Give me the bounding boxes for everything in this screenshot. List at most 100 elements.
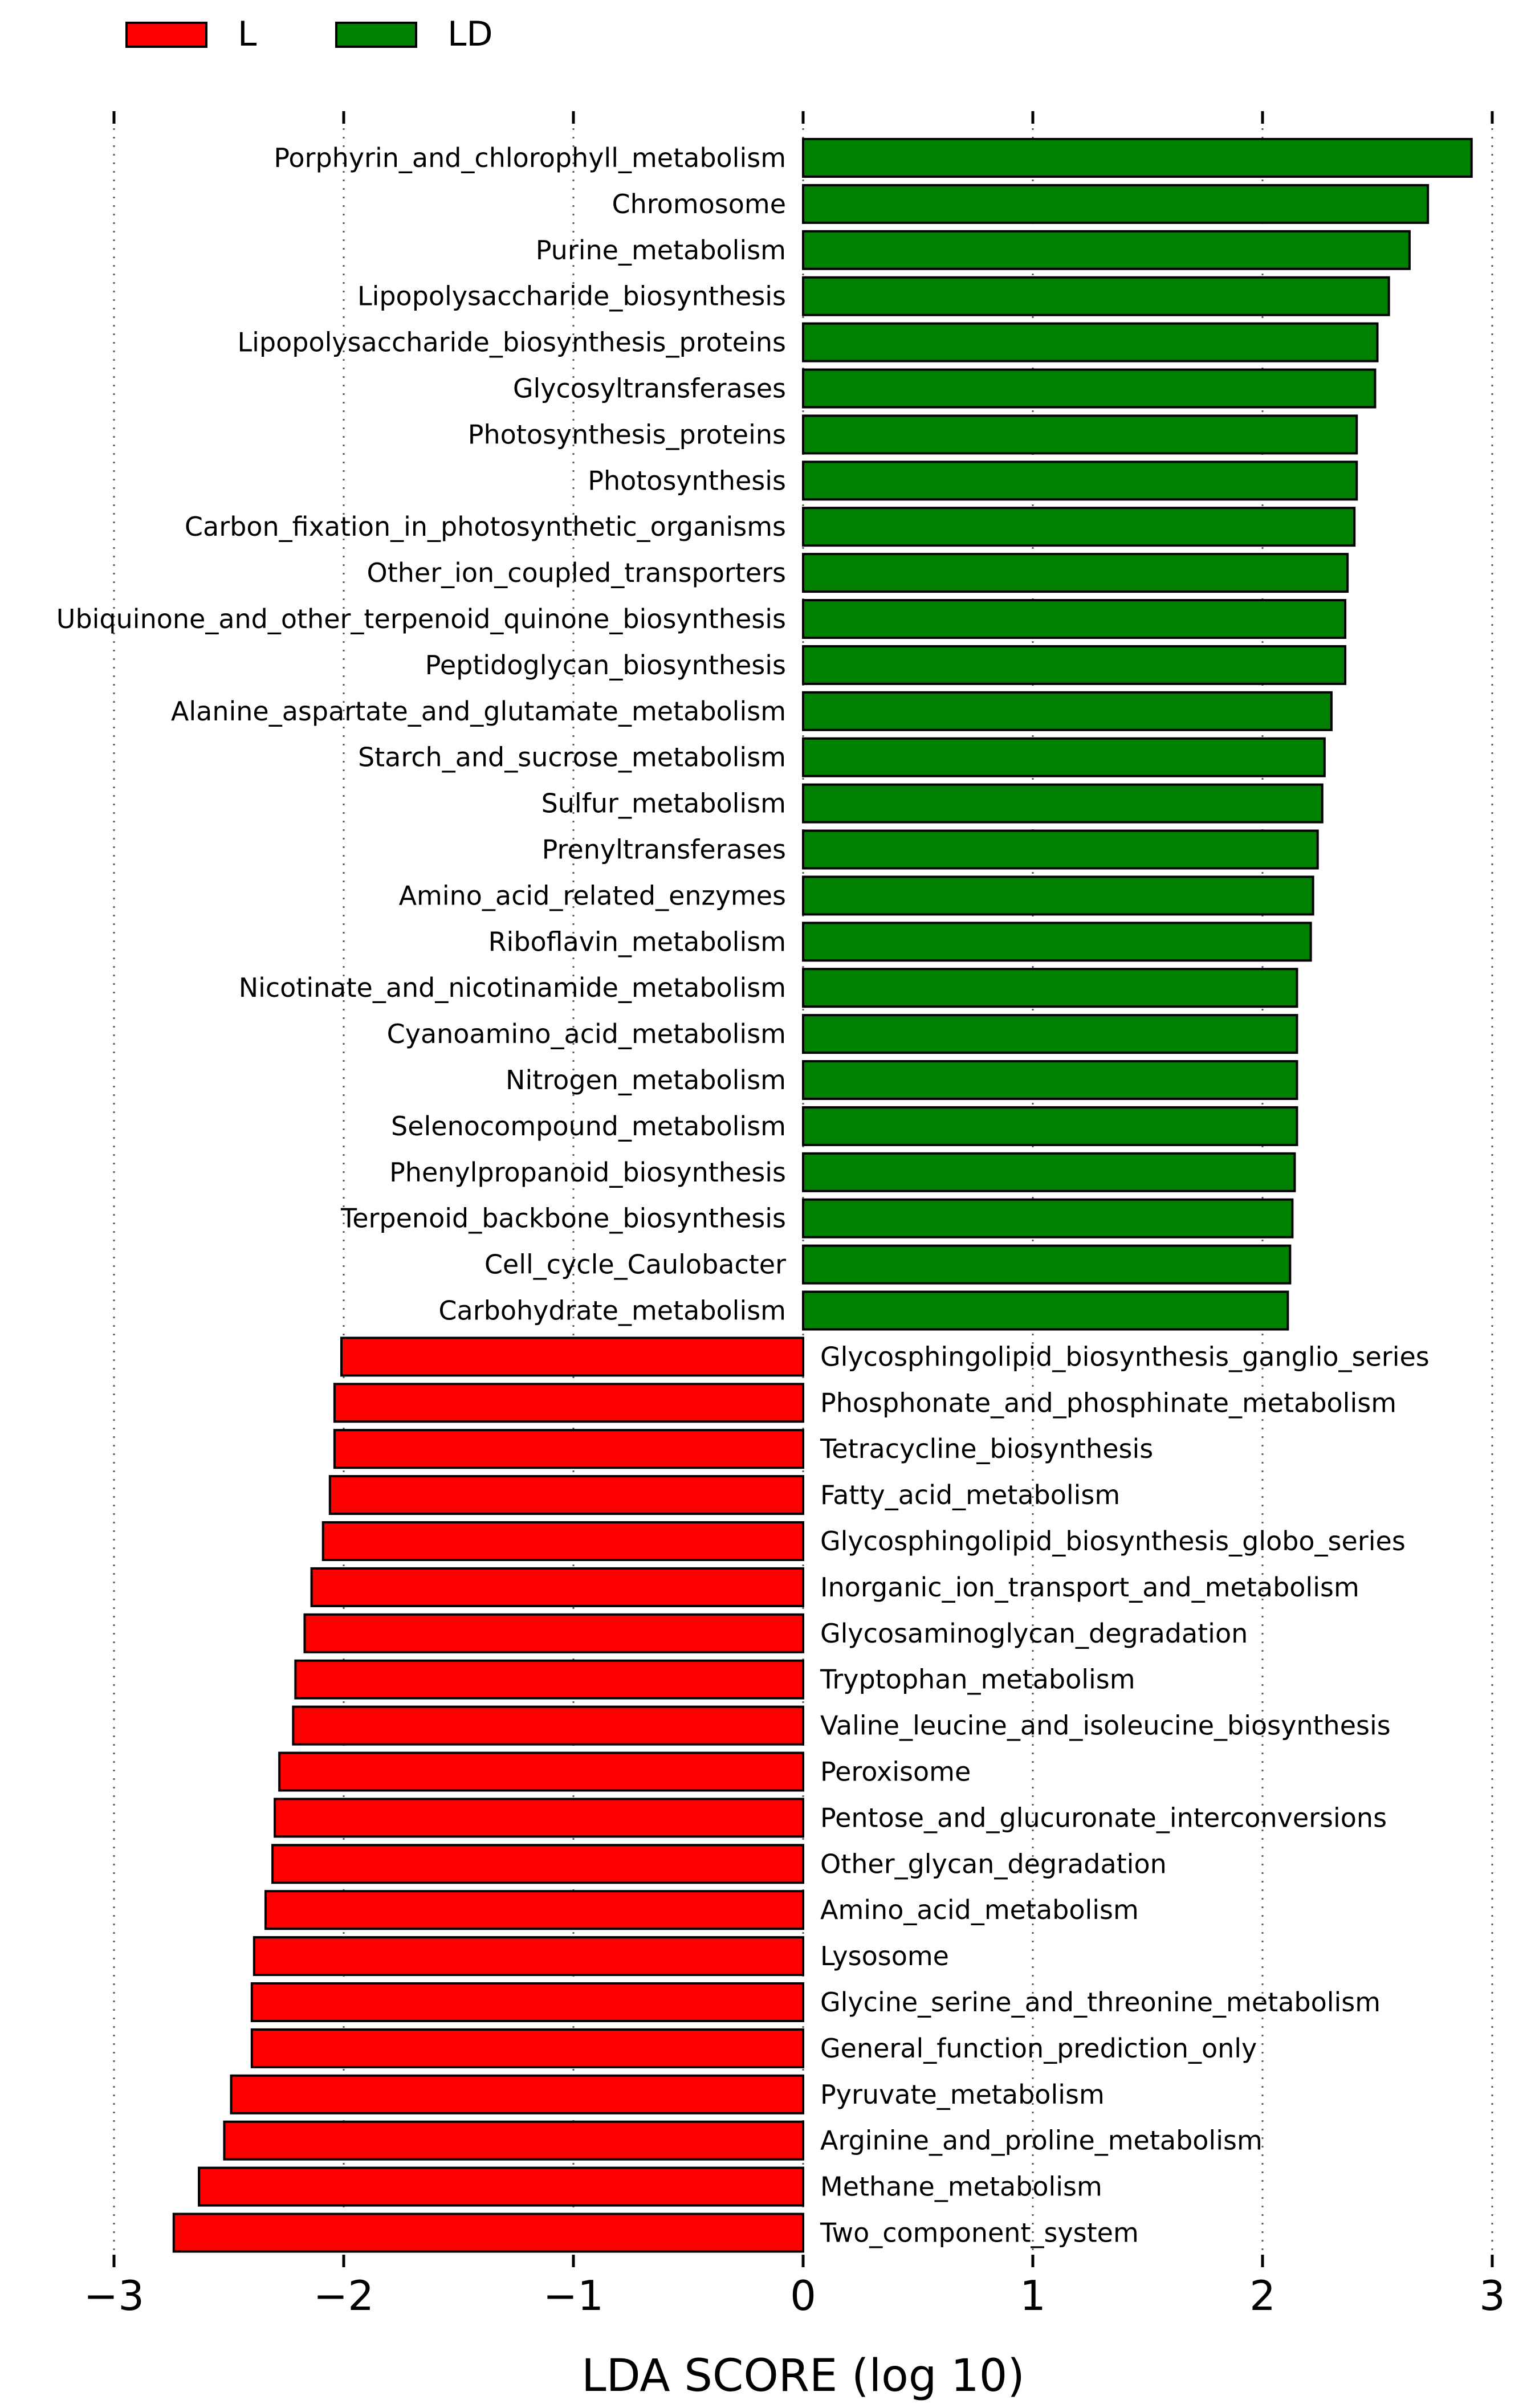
bar-label: Peptidoglycan_biosynthesis: [425, 650, 786, 681]
x-axis: −3 −2 −1 0 1 2 3: [84, 111, 1505, 2320]
bar-label: Other_glycan_degradation: [820, 1848, 1167, 1879]
bar-ld: [802, 1244, 1292, 1285]
bar-label: Amino_acid_metabolism: [820, 1894, 1139, 1925]
bar-label: Cyanoamino_acid_metabolism: [387, 1018, 786, 1049]
bar-label: Selenocompound_metabolism: [391, 1111, 786, 1142]
bar-label: Glycosphingolipid_biosynthesis_globo_ser…: [820, 1526, 1406, 1557]
bar-label: Nicotinate_and_nicotinamide_metabolism: [239, 972, 786, 1003]
bar-l: [264, 1890, 805, 1930]
bar-ld: [802, 368, 1377, 409]
legend-swatch-ld: [335, 22, 417, 48]
bar-label: Photosynthesis_proteins: [468, 419, 786, 450]
bar-label: Phosphonate_and_phosphinate_metabolism: [820, 1387, 1396, 1418]
bar-ld: [802, 737, 1326, 777]
bar-l: [230, 2074, 804, 2114]
bar-ld: [802, 322, 1379, 362]
bar-ld: [802, 1014, 1298, 1054]
bar-l: [310, 1567, 804, 1607]
bar-label: Inorganic_ion_transport_and_metabolism: [820, 1572, 1359, 1603]
bar-l: [333, 1429, 804, 1469]
bar-label: Peroxisome: [820, 1757, 971, 1787]
bar-label: Cell_cycle_Caulobacter: [484, 1249, 786, 1280]
bar-l: [253, 1936, 804, 1977]
x-tick-label: 0: [790, 2272, 816, 2320]
bar-ld: [802, 184, 1430, 224]
bar-label: Chromosome: [612, 189, 787, 219]
bar-label: Photosynthesis: [588, 465, 786, 496]
bar-ld: [802, 599, 1347, 639]
x-tick-label: −3: [84, 2272, 144, 2320]
bar-label: General_function_prediction_only: [820, 2033, 1257, 2064]
bar-ld: [802, 829, 1319, 870]
legend: L LD: [125, 14, 493, 54]
bar-l: [321, 1521, 804, 1561]
bar-label: Porphyrin_and_chlorophyll_metabolism: [274, 142, 786, 173]
legend-swatch-l: [125, 22, 207, 48]
bar-ld: [802, 276, 1390, 316]
x-tick-label: 1: [1020, 2272, 1046, 2320]
bar-label: Prenyltransferases: [542, 834, 786, 865]
x-tick-label: −2: [313, 2272, 374, 2320]
bar-l: [328, 1475, 804, 1515]
bar-label: Carbohydrate_metabolism: [438, 1295, 786, 1326]
bar-label: Glycosyltransferases: [513, 373, 786, 404]
bar-label: Amino_acid_related_enzymes: [399, 880, 786, 911]
bar-l: [223, 2120, 804, 2161]
bar-label: Alanine_aspartate_and_glutamate_metaboli…: [171, 696, 786, 727]
bar-ld: [802, 875, 1314, 916]
bar-l: [333, 1383, 804, 1423]
bar-label: Phenylpropanoid_biosynthesis: [389, 1157, 786, 1188]
bar-l: [274, 1798, 805, 1838]
bar-label: Other_ion_coupled_transporters: [367, 557, 786, 588]
bar-l: [303, 1613, 804, 1653]
bar-label: Glycosaminoglycan_degradation: [820, 1618, 1248, 1649]
bar-label: Ubiquinone_and_other_terpenoid_quinone_b…: [56, 604, 786, 634]
bar-label: Arginine_and_proline_metabolism: [820, 2125, 1263, 2156]
x-tick-label: 3: [1479, 2272, 1505, 2320]
x-tick-label: −1: [543, 2272, 604, 2320]
bar-label: Fatty_acid_metabolism: [820, 1480, 1120, 1510]
bar-ld: [802, 1198, 1294, 1238]
bar-label: Tryptophan_metabolism: [820, 1664, 1135, 1695]
bar-label: Tetracycline_biosynthesis: [820, 1433, 1153, 1464]
bar-label: Two_component_system: [820, 2218, 1139, 2248]
bar-label: Glycosphingolipid_biosynthesis_ganglio_s…: [820, 1341, 1430, 1372]
bar-ld: [802, 1060, 1298, 1100]
legend-label-ld: LD: [447, 14, 493, 54]
bar-label: Sulfur_metabolism: [541, 788, 786, 819]
bar-label: Lysosome: [820, 1941, 949, 1971]
legend-label-l: L: [238, 14, 257, 54]
bar-ld: [802, 691, 1333, 731]
bars: [172, 138, 1473, 2253]
bar-l: [250, 1982, 804, 2022]
bar-label: Purine_metabolism: [536, 235, 786, 266]
bar-l: [278, 1751, 805, 1792]
bar-label: Lipopolysaccharide_biosynthesis: [357, 281, 786, 312]
bar-ld: [802, 1152, 1296, 1192]
bar-label: Nitrogen_metabolism: [506, 1065, 786, 1095]
bar-label: Pyruvate_metabolism: [820, 2079, 1105, 2110]
bar-l: [340, 1337, 804, 1377]
bar-label: Carbon_fixation_in_photosynthetic_organi…: [185, 511, 786, 542]
bar-label: Pentose_and_glucuronate_interconversions: [820, 1802, 1387, 1833]
bar-label: Glycine_serine_and_threonine_metabolism: [820, 1987, 1381, 2018]
bar-label: Terpenoid_backbone_biosynthesis: [340, 1203, 786, 1234]
bar-ld: [802, 414, 1358, 455]
x-tick-label: 2: [1249, 2272, 1276, 2320]
bar-label: Lipopolysaccharide_biosynthesis_proteins: [237, 327, 786, 358]
bar-ld: [802, 783, 1324, 824]
bar-label: Methane_metabolism: [820, 2171, 1102, 2202]
bar-l: [250, 2028, 804, 2068]
bar-label: Riboflavin_metabolism: [488, 926, 786, 957]
bar-labels: Porphyrin_and_chlorophyll_metabolism Chro…: [56, 142, 1430, 2248]
bar-l: [294, 1659, 804, 1700]
bar-l: [172, 2213, 804, 2253]
bar-ld: [802, 138, 1473, 178]
bar-l: [292, 1705, 804, 1746]
bar-ld: [802, 507, 1356, 547]
bar-ld: [802, 1106, 1298, 1146]
bar-ld: [802, 230, 1411, 270]
bar-l: [198, 2166, 804, 2207]
bar-ld: [802, 461, 1358, 501]
